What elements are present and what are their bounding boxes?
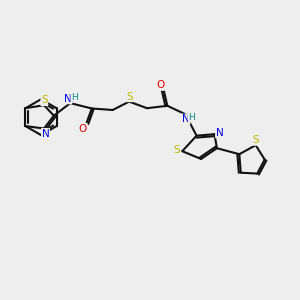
Text: N: N (182, 114, 190, 124)
Text: H: H (188, 113, 195, 122)
Text: O: O (79, 124, 87, 134)
Text: N: N (42, 129, 50, 139)
Text: N: N (64, 94, 72, 103)
Text: S: S (126, 92, 133, 101)
Text: O: O (156, 80, 164, 90)
Text: N: N (216, 128, 224, 138)
Text: S: S (253, 135, 259, 145)
Text: S: S (41, 95, 48, 105)
Text: H: H (71, 93, 78, 102)
Text: S: S (174, 145, 181, 155)
